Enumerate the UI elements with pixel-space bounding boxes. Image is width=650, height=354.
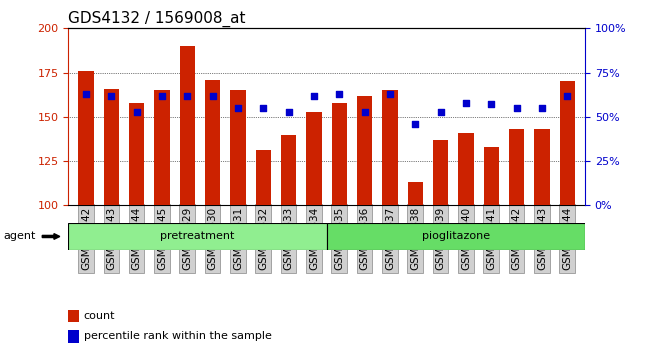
Point xyxy=(131,109,142,114)
Text: pioglitazone: pioglitazone xyxy=(422,231,490,241)
Point xyxy=(283,109,294,114)
Bar xyxy=(534,129,549,205)
Bar xyxy=(560,81,575,205)
Bar xyxy=(433,140,448,205)
Point xyxy=(385,91,395,97)
Point xyxy=(334,91,345,97)
Bar xyxy=(484,147,499,205)
Bar xyxy=(357,96,372,205)
Point xyxy=(81,91,91,97)
Bar xyxy=(509,129,524,205)
Point xyxy=(207,93,218,98)
Point xyxy=(309,93,319,98)
Point xyxy=(157,93,167,98)
Point xyxy=(512,105,522,111)
Bar xyxy=(205,80,220,205)
Text: count: count xyxy=(84,311,115,321)
Text: agent: agent xyxy=(3,232,36,241)
Point xyxy=(359,109,370,114)
Point xyxy=(106,93,116,98)
Bar xyxy=(382,90,398,205)
Bar xyxy=(458,133,474,205)
Bar xyxy=(332,103,347,205)
Bar xyxy=(68,309,79,322)
Bar xyxy=(155,90,170,205)
Text: GDS4132 / 1569008_at: GDS4132 / 1569008_at xyxy=(68,11,246,27)
Bar xyxy=(281,135,296,205)
Point xyxy=(486,102,497,107)
Point xyxy=(410,121,421,127)
Text: pretreatment: pretreatment xyxy=(161,231,235,241)
Point xyxy=(537,105,547,111)
Bar xyxy=(326,223,585,250)
Point xyxy=(182,93,192,98)
Bar xyxy=(68,330,79,343)
Point xyxy=(461,100,471,105)
Point xyxy=(258,105,268,111)
Point xyxy=(233,105,243,111)
Bar xyxy=(306,112,322,205)
Bar xyxy=(104,88,119,205)
Bar xyxy=(255,150,271,205)
Bar xyxy=(230,90,246,205)
Bar xyxy=(408,182,423,205)
Bar xyxy=(68,223,326,250)
Bar xyxy=(129,103,144,205)
Text: percentile rank within the sample: percentile rank within the sample xyxy=(84,331,272,341)
Point xyxy=(436,109,446,114)
Bar xyxy=(79,71,94,205)
Bar xyxy=(179,46,195,205)
Point xyxy=(562,93,573,98)
